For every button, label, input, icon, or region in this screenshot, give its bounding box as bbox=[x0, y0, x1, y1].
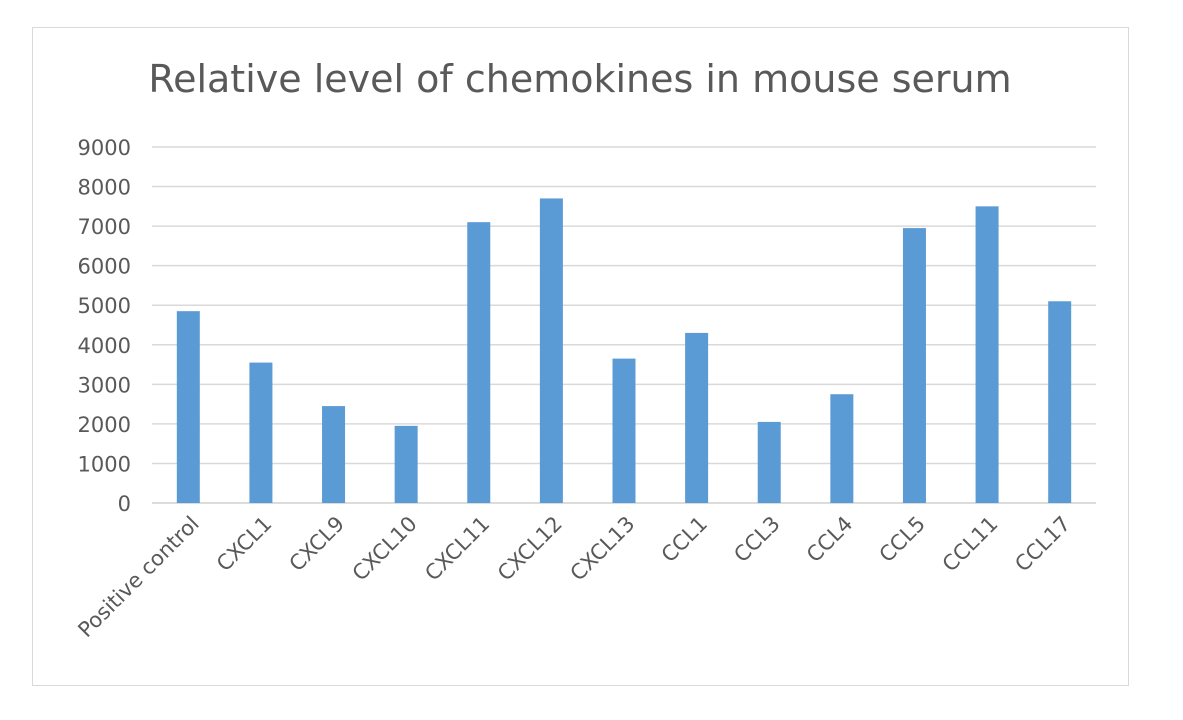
x-category-label: CCL5 bbox=[875, 512, 930, 567]
bar bbox=[176, 311, 200, 503]
y-tick-label: 3000 bbox=[78, 373, 131, 397]
bar bbox=[394, 425, 418, 503]
chart-frame bbox=[32, 27, 1129, 686]
x-category-label: CXCL12 bbox=[493, 512, 567, 586]
x-category-label: CCL4 bbox=[802, 512, 857, 567]
x-category-label: CCL17 bbox=[1010, 512, 1075, 577]
x-category-label: CXCL9 bbox=[285, 512, 350, 577]
bar bbox=[975, 206, 999, 504]
bar bbox=[902, 228, 926, 504]
y-tick-label: 0 bbox=[118, 492, 131, 516]
y-tick-label: 2000 bbox=[78, 413, 131, 437]
y-tick-label: 1000 bbox=[78, 452, 131, 476]
bar bbox=[249, 362, 273, 503]
y-tick-label: 5000 bbox=[78, 294, 131, 318]
bar bbox=[467, 222, 491, 503]
chart-title: Relative level of chemokines in mouse se… bbox=[148, 57, 1012, 101]
bar bbox=[539, 198, 563, 503]
y-tick-label: 6000 bbox=[78, 255, 131, 279]
x-category-label: CXCL1 bbox=[212, 512, 277, 577]
bar bbox=[1048, 301, 1072, 503]
x-category-label: Positive control bbox=[73, 512, 203, 642]
y-tick-label: 4000 bbox=[78, 334, 131, 358]
category-labels: Positive control CXCL1 CXCL9CXCL10CXCL11CX… bbox=[73, 512, 1075, 642]
y-axis-tick-labels: 0 1000 2000 3000 4000 5000 6000 7000 8000 9000 bbox=[78, 136, 131, 516]
bar bbox=[685, 332, 709, 503]
bar bbox=[612, 358, 636, 503]
bar bbox=[322, 406, 346, 503]
y-tick-label: 7000 bbox=[78, 215, 131, 239]
x-category-label: CCL1 bbox=[657, 512, 712, 567]
x-category-label: CXCL11 bbox=[420, 512, 494, 586]
y-tick-label: 9000 bbox=[78, 136, 131, 160]
bar bbox=[830, 394, 854, 503]
y-tick-label: 8000 bbox=[78, 176, 131, 200]
x-category-label: CXCL10 bbox=[348, 512, 422, 586]
x-category-label: CCL3 bbox=[729, 512, 784, 567]
x-category-label: CCL11 bbox=[938, 512, 1003, 577]
bars bbox=[176, 198, 1072, 504]
x-category-label: CXCL13 bbox=[566, 512, 640, 586]
bar bbox=[757, 421, 781, 503]
